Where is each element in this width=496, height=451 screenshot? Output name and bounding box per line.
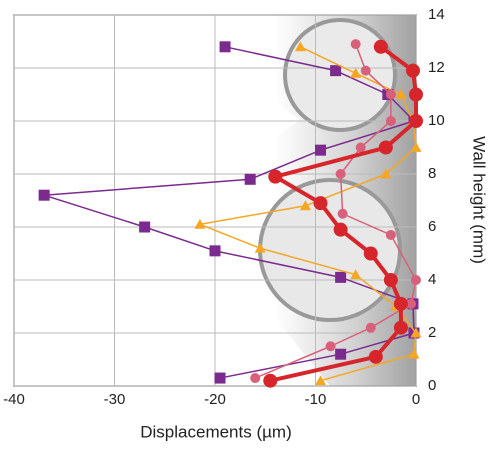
marker-triangle (380, 168, 392, 179)
marker-triangle (194, 218, 206, 229)
marker-square (209, 245, 221, 257)
y-tick-label: 0 (428, 377, 436, 394)
marker-circle (405, 63, 420, 78)
x-tick-label: -40 (3, 391, 25, 408)
marker-circle (355, 142, 366, 153)
y-axis-title: Wall height (mm) (470, 136, 489, 264)
x-tick-label: -20 (204, 391, 226, 408)
marker-circle (405, 298, 416, 309)
marker-circle (250, 373, 261, 384)
marker-triangle (350, 269, 362, 280)
marker-circle (378, 140, 393, 155)
y-tick-label: 8 (428, 165, 436, 182)
y-tick-label: 10 (428, 112, 445, 129)
marker-square (139, 221, 151, 233)
marker-circle (393, 320, 408, 335)
marker-triangle (395, 89, 407, 99)
marker-square (330, 65, 342, 77)
marker-circle (325, 341, 336, 352)
marker-circle (373, 39, 388, 54)
marker-square (315, 144, 327, 156)
y-tick-label: 14 (428, 6, 445, 23)
marker-circle (335, 169, 346, 179)
marker-circle (350, 39, 361, 50)
marker-circle (365, 322, 376, 333)
marker-circle (337, 208, 348, 219)
x-tick-label: 0 (412, 391, 420, 408)
x-tick-label: -10 (305, 391, 327, 408)
marker-circle (385, 89, 396, 100)
marker-circle (385, 116, 396, 126)
y-tick-label: 2 (428, 324, 436, 341)
marker-circle (385, 229, 396, 240)
marker-circle (263, 373, 278, 388)
marker-circle (383, 273, 398, 287)
y-tick-label: 4 (428, 271, 436, 288)
marker-square (244, 173, 256, 185)
marker-circle (313, 196, 328, 211)
marker-triangle (410, 142, 422, 152)
series-line (199, 46, 417, 382)
background-photo (160, 15, 416, 386)
x-tick-label: -30 (104, 391, 126, 408)
y-tick-label: 6 (428, 218, 436, 235)
x-axis-title: Displacements (µm) (140, 422, 292, 441)
marker-circle (360, 65, 371, 76)
marker-circle (363, 246, 378, 261)
marker-triangle (408, 348, 420, 359)
marker-circle (268, 169, 283, 184)
marker-circle (333, 222, 348, 237)
marker-triangle (299, 200, 311, 211)
marker-triangle (294, 41, 306, 52)
marker-circle (393, 296, 408, 311)
marker-circle (368, 349, 383, 364)
marker-square (214, 372, 226, 384)
marker-square (38, 189, 50, 201)
marker-triangle (315, 375, 327, 386)
marker-circle (409, 87, 423, 102)
marker-triangle (350, 67, 362, 78)
marker-square (335, 348, 347, 360)
marker-triangle (254, 242, 266, 253)
marker-square (335, 271, 347, 283)
marker-circle (409, 114, 423, 128)
y-tick-label: 12 (428, 59, 445, 76)
marker-triangle (410, 327, 422, 338)
marker-square (219, 41, 231, 53)
marker-circle (411, 275, 421, 285)
